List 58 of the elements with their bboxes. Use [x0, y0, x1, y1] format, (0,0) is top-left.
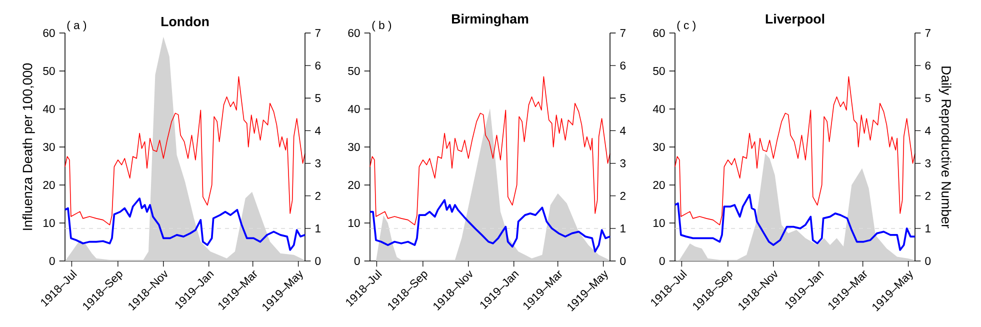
y2-tick-label: 7: [925, 29, 930, 37]
y2-tick-label: 4: [620, 126, 626, 135]
text: ( c ): [677, 20, 696, 32]
y-tick-label: 0: [659, 256, 665, 265]
y2-tick-label: 4: [924, 126, 931, 135]
chart-title: Liverpool: [766, 14, 824, 26]
y2-tick-label: 5: [620, 94, 626, 102]
y-tick-label: 30: [653, 142, 665, 151]
y2-tick-label: 2: [315, 192, 320, 200]
y2-tick-label: 0: [925, 256, 931, 265]
y2-axis-title: Daily Reproductive Number: [938, 66, 952, 228]
y-tick-label: 20: [653, 180, 665, 189]
y2-tick-label: 3: [315, 159, 321, 168]
y-tick-label: 40: [42, 104, 55, 113]
y-tick-label: 10: [348, 218, 360, 227]
y-tick-label: 50: [348, 66, 360, 75]
y2-tick-label: 4: [314, 126, 321, 135]
y2-tick-label: 6: [925, 62, 931, 70]
text: ( a ): [67, 20, 86, 32]
y2-tick-label: 0: [620, 256, 626, 265]
y-tick-label: 40: [652, 104, 665, 113]
y-tick-label: 30: [43, 142, 55, 151]
chart-title: Birmingham: [452, 14, 528, 26]
y-tick-label: 0: [354, 256, 360, 265]
text: ( b ): [372, 20, 392, 32]
y-tick-label: 40: [348, 104, 360, 113]
y2-tick-label: 7: [315, 29, 320, 37]
y2-tick-label: 3: [620, 159, 626, 168]
y-tick-label: 50: [653, 66, 665, 75]
y2-tick-label: 1: [620, 224, 626, 232]
y-tick-label: 20: [43, 180, 55, 189]
y-axis-title: Influenza Death per 100,000: [22, 63, 35, 230]
y2-tick-label: 1: [926, 224, 930, 232]
y2-tick-label: 1: [316, 224, 320, 232]
y-tick-label: 30: [348, 142, 360, 151]
y-tick-label: 60: [43, 28, 55, 38]
y-tick-label: 20: [348, 180, 360, 189]
y-tick-label: 10: [44, 218, 55, 227]
y2-tick-label: 0: [315, 256, 321, 265]
y2-tick-label: 6: [315, 62, 321, 70]
line-series: [64, 198, 306, 251]
y2-tick-label: 2: [925, 192, 930, 200]
y2-tick-label: 6: [620, 62, 626, 70]
y2-tick-label: 7: [620, 29, 626, 37]
y-tick-label: 0: [49, 256, 55, 265]
y2-tick-label: 5: [925, 94, 931, 102]
y2-tick-label: 2: [620, 192, 626, 200]
y-tick-label: 10: [654, 218, 665, 227]
y2-tick-label: 3: [925, 159, 931, 168]
chart-title: London: [161, 16, 209, 26]
y-tick-label: 60: [653, 28, 665, 38]
line-series: [369, 199, 611, 252]
y-tick-label: 60: [348, 28, 360, 38]
line-series: [370, 76, 610, 226]
y2-tick-label: 5: [315, 94, 321, 102]
line-series: [674, 76, 916, 226]
line-series: [64, 76, 306, 226]
y-tick-label: 50: [43, 66, 55, 75]
